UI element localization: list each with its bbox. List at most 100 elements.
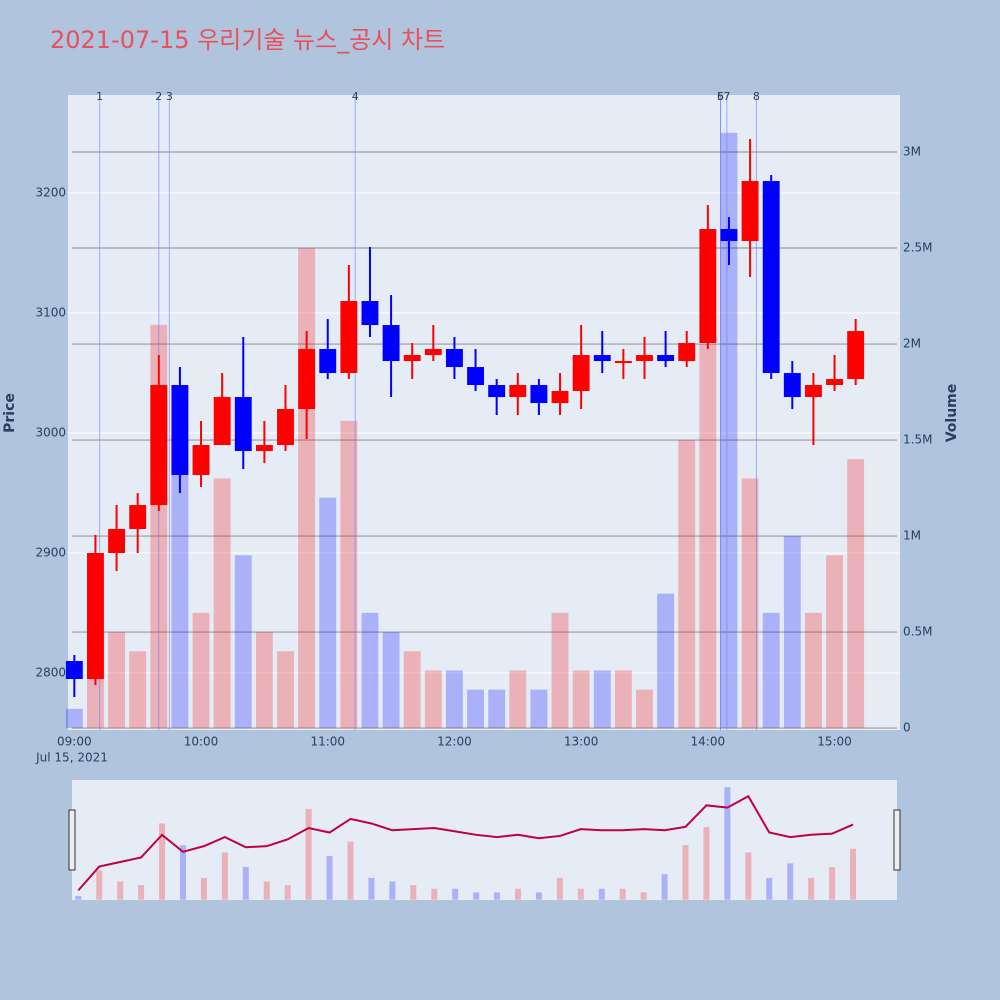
slider-volume-bar: [556, 877, 563, 900]
plot-area: [68, 95, 900, 730]
candle-body: [530, 385, 548, 404]
news-label: 1: [96, 90, 103, 103]
chart-title: 2021-07-15 우리기술 뉴스_공시 차트: [50, 26, 445, 54]
slider-volume-bar: [138, 885, 145, 900]
slider-volume-bar: [347, 841, 354, 900]
slider-volume-bar: [661, 874, 668, 900]
candle-body: [826, 379, 843, 386]
slider-handle[interactable]: [68, 809, 76, 871]
slider-volume-bar: [787, 863, 794, 900]
candle-body: [657, 355, 675, 362]
volume-bar: [572, 670, 590, 729]
slider-volume-bar: [494, 892, 501, 900]
slider-volume-bar: [640, 892, 647, 900]
volume-bar: [255, 632, 273, 729]
candle-body: [87, 553, 104, 680]
y-axis-title: Price: [2, 393, 18, 433]
x-tick-label: 15:00: [817, 735, 852, 749]
slider-volume-bar: [242, 866, 249, 900]
x-tick-label: 14:00: [691, 735, 726, 749]
slider-volume-bar: [808, 877, 815, 900]
slider-volume-bar: [96, 870, 103, 900]
candle-body: [108, 529, 126, 554]
x-tick-label: 11:00: [310, 735, 345, 749]
slider-volume-bar: [745, 852, 752, 900]
volume-bar: [636, 689, 653, 729]
volume-bar: [171, 440, 189, 729]
volume-bar: [762, 612, 780, 729]
volume-bar: [467, 689, 484, 729]
volume-bar: [213, 478, 231, 729]
candle-body: [424, 349, 442, 356]
candle-body: [445, 349, 463, 368]
volume-bar: [65, 708, 83, 729]
volume-bar: [678, 440, 696, 729]
slider-handle[interactable]: [893, 809, 901, 871]
slider-volume-bar: [431, 888, 438, 900]
slider-volume-bar: [850, 848, 857, 900]
y-tick-label: 2800: [35, 666, 66, 680]
slider-volume-bar: [724, 787, 731, 900]
slider-volume-bar: [703, 827, 710, 900]
candle-body: [319, 349, 337, 374]
volume-bar: [403, 651, 421, 729]
candle-body: [171, 385, 189, 476]
volume-bar: [657, 593, 675, 729]
y-tick-label: 3100: [35, 306, 66, 320]
range-slider[interactable]: [72, 780, 897, 900]
volume-bar: [129, 651, 147, 729]
candle-body: [213, 397, 231, 446]
candle-body: [129, 505, 147, 530]
news-label: 3: [166, 90, 173, 103]
news-label: 7: [723, 90, 730, 103]
news-label: 2: [155, 90, 162, 103]
volume-bar: [234, 555, 252, 729]
slider-volume-bar: [389, 881, 396, 900]
slider-close-line: [77, 794, 854, 892]
candle-body: [762, 181, 780, 374]
volume-bar: [509, 670, 527, 729]
slider-volume-bar: [284, 885, 291, 900]
candle-body: [551, 391, 569, 404]
slider-volume-bar: [535, 892, 542, 900]
candle-body: [340, 301, 358, 374]
y-tick-label: 3200: [35, 186, 66, 200]
volume-bar: [741, 478, 759, 729]
candle-body: [298, 349, 316, 410]
volume-bar: [319, 497, 337, 729]
volume-bar: [108, 632, 126, 729]
y-tick-label: 3000: [35, 426, 66, 440]
candle-body: [403, 355, 421, 362]
candle-body: [636, 355, 653, 362]
volume-bar: [277, 651, 294, 729]
slider-volume-bar: [577, 888, 584, 900]
slider-volume-bar: [263, 881, 270, 900]
volume-bar: [804, 612, 822, 729]
slider-volume-bar: [179, 845, 186, 900]
volume-bar: [488, 689, 506, 729]
slider-volume-bar: [410, 885, 417, 900]
y2-tick-label: 0: [903, 721, 911, 735]
volume-bar: [298, 248, 316, 729]
x-date-label: Jul 15, 2021: [35, 751, 108, 765]
slider-volume-bar: [117, 881, 124, 900]
candle-body: [720, 229, 738, 242]
candle-body: [783, 373, 801, 398]
candle-body: [382, 325, 400, 362]
slider-volume-bar: [473, 892, 480, 900]
x-tick-label: 10:00: [184, 735, 219, 749]
candle-body: [234, 397, 252, 452]
volume-bar: [192, 612, 210, 729]
candle-body: [614, 361, 632, 364]
x-tick-label: 09:00: [57, 735, 92, 749]
slider-volume-bar: [75, 896, 82, 900]
slider-volume-bar: [200, 877, 207, 900]
y2-tick-label: 0.5M: [903, 625, 932, 639]
volume-bar: [783, 536, 801, 729]
slider-volume-bar: [619, 888, 626, 900]
volume-bar: [699, 344, 717, 729]
volume-bar: [826, 555, 843, 729]
slider-volume-bar: [829, 866, 836, 900]
